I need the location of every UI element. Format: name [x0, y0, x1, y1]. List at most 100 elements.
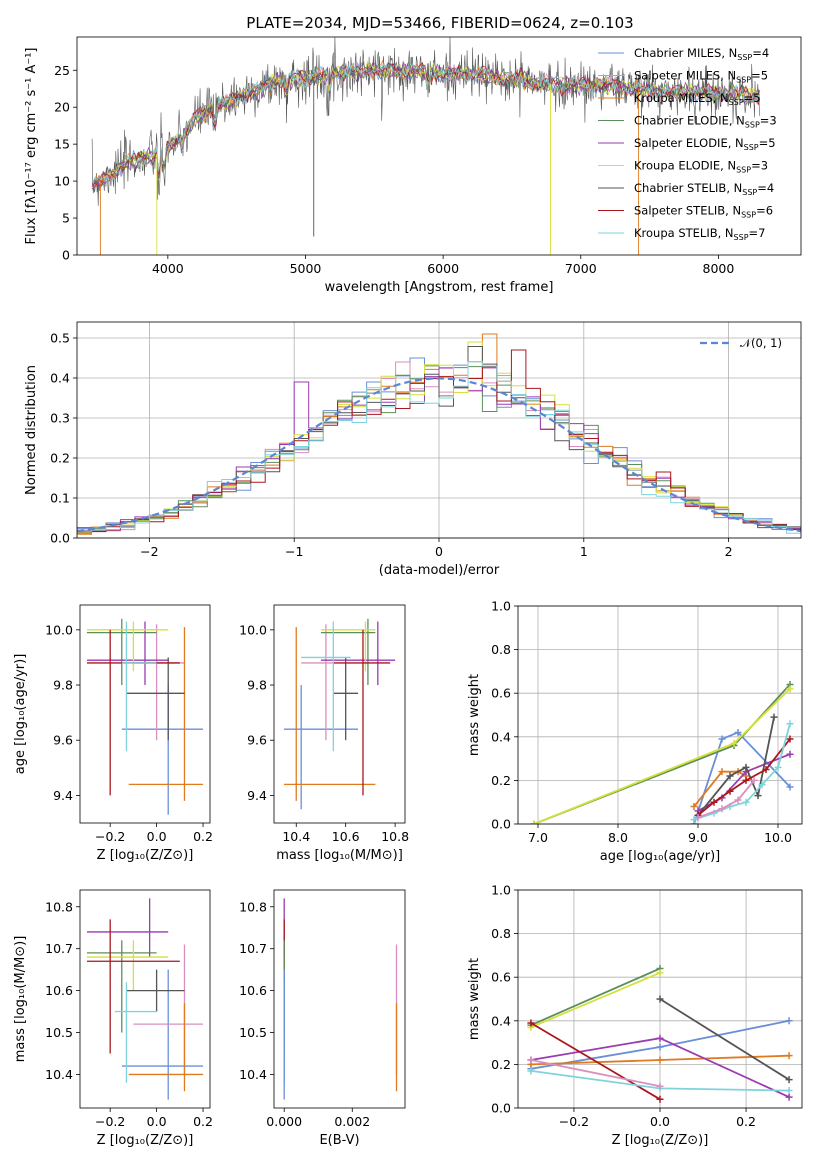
weight-marker-kroupa-elodie	[730, 739, 738, 747]
weight-marker-kroupa-miles	[718, 768, 726, 776]
x-tick-label: 10.8	[381, 829, 409, 844]
plot-area	[283, 618, 396, 810]
y-tick-label: 15	[54, 137, 70, 152]
legend-label: Salpeter MILES, NSSP=5	[634, 69, 768, 85]
axes-frame	[517, 889, 803, 1109]
x-axis-label: Z [log₁₀(Z/Z⊙)]	[97, 848, 194, 863]
x-tick-label: 0.0	[147, 829, 167, 844]
x-axis-label: age [log₁₀(age/yr)]	[600, 849, 721, 864]
x-tick-label: 0.2	[736, 1114, 756, 1129]
weight-marker-kroupa-stelib	[785, 1087, 793, 1095]
x-tick-label: 10.0	[764, 830, 792, 845]
weight-marker-kroupa-stelib	[774, 763, 782, 771]
y-tick-label: 10.0	[239, 622, 267, 637]
weight-marker-salpeter-miles	[694, 813, 702, 821]
weight-marker-kroupa-stelib	[742, 798, 750, 806]
weight-marker-salpeter-stelib	[656, 1095, 664, 1103]
y-tick-label: 0.2	[491, 1057, 511, 1072]
weight-line-salpeter-miles	[697, 779, 755, 819]
legend-label: Chabrier ELODIE, NSSP=3	[634, 114, 777, 130]
plot-area	[86, 898, 204, 1100]
y-tick-label: 0.6	[491, 686, 511, 701]
x-tick-label: 5000	[290, 261, 322, 276]
weight-marker-kroupa-stelib	[786, 720, 794, 728]
weight-marker-salpeter-elodie	[786, 750, 794, 758]
weight-marker-chabrier-miles	[734, 728, 742, 736]
x-tick-label: −1	[285, 544, 303, 559]
legend-label: Salpeter STELIB, NSSP=6	[634, 204, 773, 220]
axes-frame	[273, 889, 406, 1109]
weight-marker-kroupa-elodie	[530, 820, 538, 824]
x-tick-label: 10.6	[332, 829, 360, 844]
legend-label: Kroupa ELODIE, NSSP=3	[634, 159, 768, 175]
x-tick-label: 0.002	[334, 1114, 370, 1129]
y-tick-label: 10.5	[45, 1025, 73, 1040]
y-tick-label: 9.4	[247, 788, 267, 803]
x-tick-label: 0.2	[193, 829, 213, 844]
x-axis-label: E(B-V)	[319, 1133, 359, 1148]
y-tick-label: 10.5	[239, 1025, 267, 1040]
weight-marker-salpeter-elodie	[656, 1034, 664, 1042]
plot-area	[530, 680, 794, 824]
weight-line-kroupa-elodie	[530, 971, 661, 1029]
spectrum-legend: Chabrier MILES, NSSP=4 Salpeter MILES, NS…	[598, 46, 777, 242]
y-axis-label: age [log₁₀(age/yr)]	[13, 654, 28, 775]
y-tick-label: 0.4	[50, 371, 70, 386]
weight-marker-kroupa-elodie	[656, 969, 664, 977]
y-tick-label: 0.8	[491, 642, 511, 657]
legend-label: Kroupa MILES, NSSP=5	[634, 91, 761, 107]
mass-vs-metallicity-panel: −0.2 0.0 0.2 10.4 10.5 10.6 10.7 10.8 Z [log₁₀(Z…	[13, 889, 213, 1148]
weight-marker-salpeter-stelib	[742, 776, 750, 784]
x-tick-label: 0.000	[266, 1114, 302, 1129]
weight-marker-chabrier-stelib	[754, 792, 762, 800]
weight-marker-kroupa-miles	[656, 1056, 664, 1064]
model-line-kroupa-stelib	[91, 61, 761, 184]
x-axis-label: (data-model)/error	[379, 563, 500, 578]
y-tick-label: 10.4	[239, 1067, 267, 1082]
weight-marker-kroupa-stelib	[527, 1067, 535, 1075]
weight-line-salpeter-stelib	[530, 1022, 661, 1101]
axes-frame	[76, 36, 802, 256]
y-tick-label: 10.7	[45, 941, 73, 956]
weight-line-chabrier-elodie	[530, 967, 661, 1027]
y-tick-label: 9.8	[53, 678, 73, 693]
y-tick-label: 10.8	[239, 899, 267, 914]
axes-frame	[273, 604, 406, 824]
weight-marker-salpeter-stelib	[527, 1019, 535, 1027]
y-tick-label: 10.4	[45, 1067, 73, 1082]
y-tick-label: 0.6	[491, 970, 511, 985]
y-tick-label: 1.0	[491, 599, 511, 614]
x-tick-label: 0.0	[147, 1114, 167, 1129]
y-tick-label: 25	[54, 63, 70, 78]
y-tick-label: 5	[62, 211, 70, 226]
age-vs-metallicity-panel: −0.2 0.0 0.2 9.4 9.6 9.8 10.0 Z [log₁₀(Z/Z⊙)] ag…	[13, 604, 213, 863]
y-axis-label: Flux [fλ10⁻¹⁷ erg cm⁻² s⁻¹ A⁻¹]	[24, 48, 39, 245]
weight-marker-kroupa-stelib	[758, 781, 766, 789]
residuals-panel: −2 −1 0 1 2 0.0 0.1 0.2 0.3 0.4 0.5 (data-model)/er…	[24, 321, 802, 578]
weight-marker-kroupa-miles	[785, 1052, 793, 1060]
figure-title: PLATE=2034, MJD=53466, FIBERID=0624, z=0…	[246, 14, 633, 32]
y-tick-label: 0.0	[491, 817, 511, 832]
x-tick-label: 2	[725, 544, 733, 559]
y-axis-label: mass weight	[467, 674, 482, 756]
weight-line-salpeter-miles	[530, 1059, 661, 1088]
x-tick-label: 6000	[427, 261, 459, 276]
y-tick-label: 20	[54, 100, 70, 115]
weight-line-chabrier-miles	[693, 731, 791, 824]
plot-area	[77, 333, 801, 538]
y-tick-label: 0.5	[50, 331, 70, 346]
y-tick-label: 0.4	[491, 729, 511, 744]
y-axis-label: mass [log₁₀(M/M⊙)]	[13, 936, 28, 1063]
axes-frame	[517, 605, 803, 825]
normal-distribution-curve	[77, 377, 801, 533]
weight-marker-chabrier-stelib	[785, 1076, 793, 1084]
y-tick-label: 0.0	[491, 1101, 511, 1116]
y-tick-label: 0.8	[491, 926, 511, 941]
y-tick-label: 9.6	[53, 733, 73, 748]
weight-marker-salpeter-stelib	[710, 798, 718, 806]
weight-marker-chabrier-miles	[786, 783, 794, 791]
axes-frame	[79, 889, 211, 1109]
y-tick-label: 0.2	[491, 773, 511, 788]
x-tick-label: −2	[140, 544, 158, 559]
x-tick-label: 9.0	[688, 830, 708, 845]
